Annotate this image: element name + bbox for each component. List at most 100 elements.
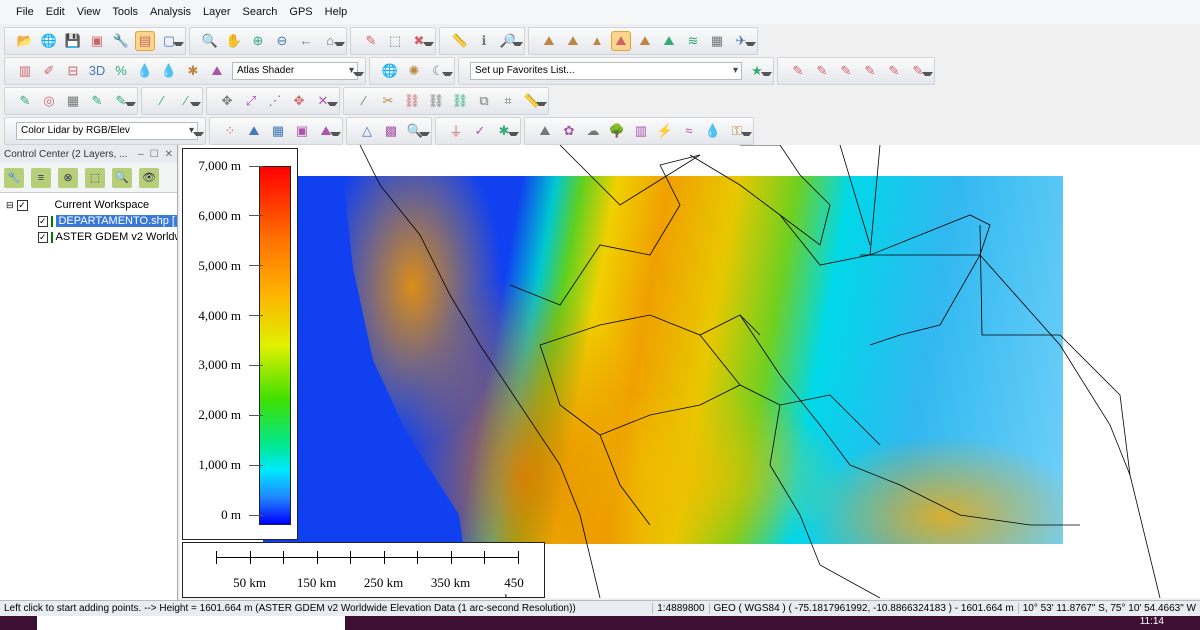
workspace-node[interactable]: ⊟ ✓ Current Workspace: [0, 197, 177, 213]
peak-icon[interactable]: ⛰: [539, 122, 551, 138]
layer-options-icon[interactable]: 🔧: [4, 167, 24, 188]
airplane-icon[interactable]: ✈: [735, 32, 747, 48]
taskbar-search[interactable]: [37, 616, 345, 630]
measure-icon[interactable]: 📏: [451, 32, 469, 48]
shader-dropdown[interactable]: Atlas Shader: [232, 61, 358, 80]
moon-icon[interactable]: ☾: [432, 62, 444, 78]
layer-item[interactable]: ✓ ASTER GDEM v2 Worldwide: [0, 229, 177, 245]
zoom-layer-icon[interactable]: 🔍: [112, 167, 132, 188]
split-icon[interactable]: ✕: [317, 92, 329, 108]
menu-search[interactable]: Search: [242, 6, 278, 18]
path-profile-icon[interactable]: ⛰: [611, 30, 631, 51]
favorites-dropdown[interactable]: Set up Favorites List...: [470, 61, 742, 80]
ruler-icon[interactable]: 📏: [523, 92, 541, 108]
home-icon[interactable]: ⌂: [326, 33, 334, 48]
water-1-icon[interactable]: 💧: [136, 62, 154, 78]
hills-icon[interactable]: ⛰: [320, 122, 332, 138]
tool-a-icon[interactable]: ▥: [18, 62, 32, 78]
check-icon[interactable]: ✓: [474, 122, 486, 138]
contour-icon[interactable]: ⛰: [663, 32, 675, 48]
draw-6-icon[interactable]: ✎: [912, 62, 924, 78]
checkbox[interactable]: ✓: [16, 199, 28, 211]
menu-file[interactable]: File: [16, 6, 34, 18]
water-icon[interactable]: ≈: [685, 123, 693, 138]
overview-icon[interactable]: ▢: [162, 32, 176, 48]
building-icon[interactable]: ▦: [271, 122, 285, 138]
favorite-star-icon[interactable]: ★: [751, 62, 763, 78]
menu-view[interactable]: View: [76, 6, 101, 18]
tree-icon[interactable]: 🌳: [608, 122, 626, 138]
cut-icon[interactable]: ✂: [382, 92, 394, 108]
select-box-icon[interactable]: ⬚: [388, 32, 402, 48]
lidar-filter-icon[interactable]: ⁘: [224, 122, 236, 138]
grid-icon[interactable]: ▦: [66, 92, 80, 108]
crop-icon[interactable]: ⌗: [504, 92, 512, 108]
crop-layer-icon[interactable]: ⬚: [85, 167, 105, 188]
lidar-color-dropdown[interactable]: Color Lidar by RGB/Elev: [16, 121, 198, 140]
hatch-icon[interactable]: ▩: [384, 122, 398, 138]
info-icon[interactable]: ℹ: [481, 32, 487, 48]
terrain-1-icon[interactable]: ⛰: [543, 32, 555, 48]
minimize-icon[interactable]: –: [138, 148, 144, 160]
menu-edit[interactable]: Edit: [45, 6, 65, 18]
scale-icon[interactable]: ⤢: [245, 92, 257, 108]
zoom-in-icon[interactable]: ⊕: [252, 32, 264, 48]
checkbox[interactable]: ✓: [38, 231, 48, 243]
bug-icon[interactable]: ✱: [187, 62, 199, 78]
draw-3-icon[interactable]: ✎: [840, 62, 852, 78]
checkbox[interactable]: ✓: [38, 215, 48, 227]
3d-icon[interactable]: 3D: [88, 63, 106, 78]
triangle-icon[interactable]: △: [362, 122, 372, 138]
percent-icon[interactable]: %: [115, 63, 127, 78]
tower-icon[interactable]: ▥: [634, 122, 648, 138]
menu-analysis[interactable]: Analysis: [150, 6, 192, 18]
menu-tools[interactable]: Tools: [112, 6, 139, 18]
filter-icon[interactable]: ⏚: [449, 124, 463, 139]
attach-icon[interactable]: ⛓: [403, 92, 421, 108]
lidar-3-icon[interactable]: ✎: [115, 92, 127, 108]
line-icon[interactable]: ⁄: [362, 93, 366, 108]
layers-icon[interactable]: ▤: [135, 30, 155, 51]
lidar-5-icon[interactable]: ⁄: [184, 93, 188, 108]
close-layer-icon[interactable]: ⊗: [58, 167, 78, 188]
zoom-lidar-icon[interactable]: 🔍: [406, 122, 424, 138]
maximize-icon[interactable]: ☐: [149, 148, 159, 160]
rotate-icon[interactable]: ✥: [293, 92, 305, 108]
globe-icon[interactable]: 🌐: [381, 62, 399, 78]
join-icon[interactable]: ⛓: [427, 92, 445, 108]
zoom-tool-icon[interactable]: 🔍: [201, 32, 219, 48]
tool-c-icon[interactable]: ⊟: [67, 62, 79, 78]
visibility-icon[interactable]: 👁: [139, 167, 159, 188]
pan-hand-icon[interactable]: ✋: [225, 32, 243, 48]
layer-item[interactable]: ✓ DEPARTAMENTO.shp [: [0, 213, 177, 229]
close-icon[interactable]: ✕: [164, 148, 173, 160]
export-icon[interactable]: ▣: [90, 32, 104, 48]
wrench-icon[interactable]: 🔧: [112, 32, 130, 48]
draw-5-icon[interactable]: ✎: [888, 62, 900, 78]
key-icon[interactable]: ⚿: [732, 122, 742, 138]
tool-b-icon[interactable]: ✐: [43, 62, 55, 78]
image-icon[interactable]: ▣: [295, 122, 309, 138]
target-icon[interactable]: ◎: [43, 92, 55, 108]
mountain-icon[interactable]: ⛰: [248, 122, 260, 138]
menu-help[interactable]: Help: [324, 6, 348, 18]
water-2-icon[interactable]: 💧: [160, 62, 178, 78]
nodes-icon[interactable]: ⋰: [268, 92, 282, 108]
shader-icon-icon[interactable]: ⛰: [211, 62, 223, 78]
connect-icon[interactable]: ⛓: [451, 92, 469, 108]
menu-layer[interactable]: Layer: [203, 6, 231, 18]
terrain-2-icon[interactable]: ⛰: [567, 32, 579, 48]
sun-icon[interactable]: ✺: [408, 62, 420, 78]
pencil-icon[interactable]: ✎: [365, 32, 377, 48]
map-layout-icon[interactable]: ▦: [710, 32, 724, 48]
map-view[interactable]: 7,000 m 6,000 m 5,000 m 4,000 m 3,000 m 2,000…: [180, 145, 1200, 598]
save-icon[interactable]: 💾: [64, 32, 82, 48]
3d-view-icon[interactable]: ≋: [687, 32, 699, 48]
powerline-icon[interactable]: ⚡: [656, 122, 674, 138]
zoom-out-icon[interactable]: ⊖: [276, 32, 288, 48]
lidar-1-icon[interactable]: ✎: [19, 92, 31, 108]
draw-4-icon[interactable]: ✎: [864, 62, 876, 78]
search-feature-icon[interactable]: 🔎: [499, 32, 517, 48]
cluster-icon[interactable]: ✱: [498, 122, 510, 138]
lidar-4-icon[interactable]: ⁄: [160, 93, 164, 108]
